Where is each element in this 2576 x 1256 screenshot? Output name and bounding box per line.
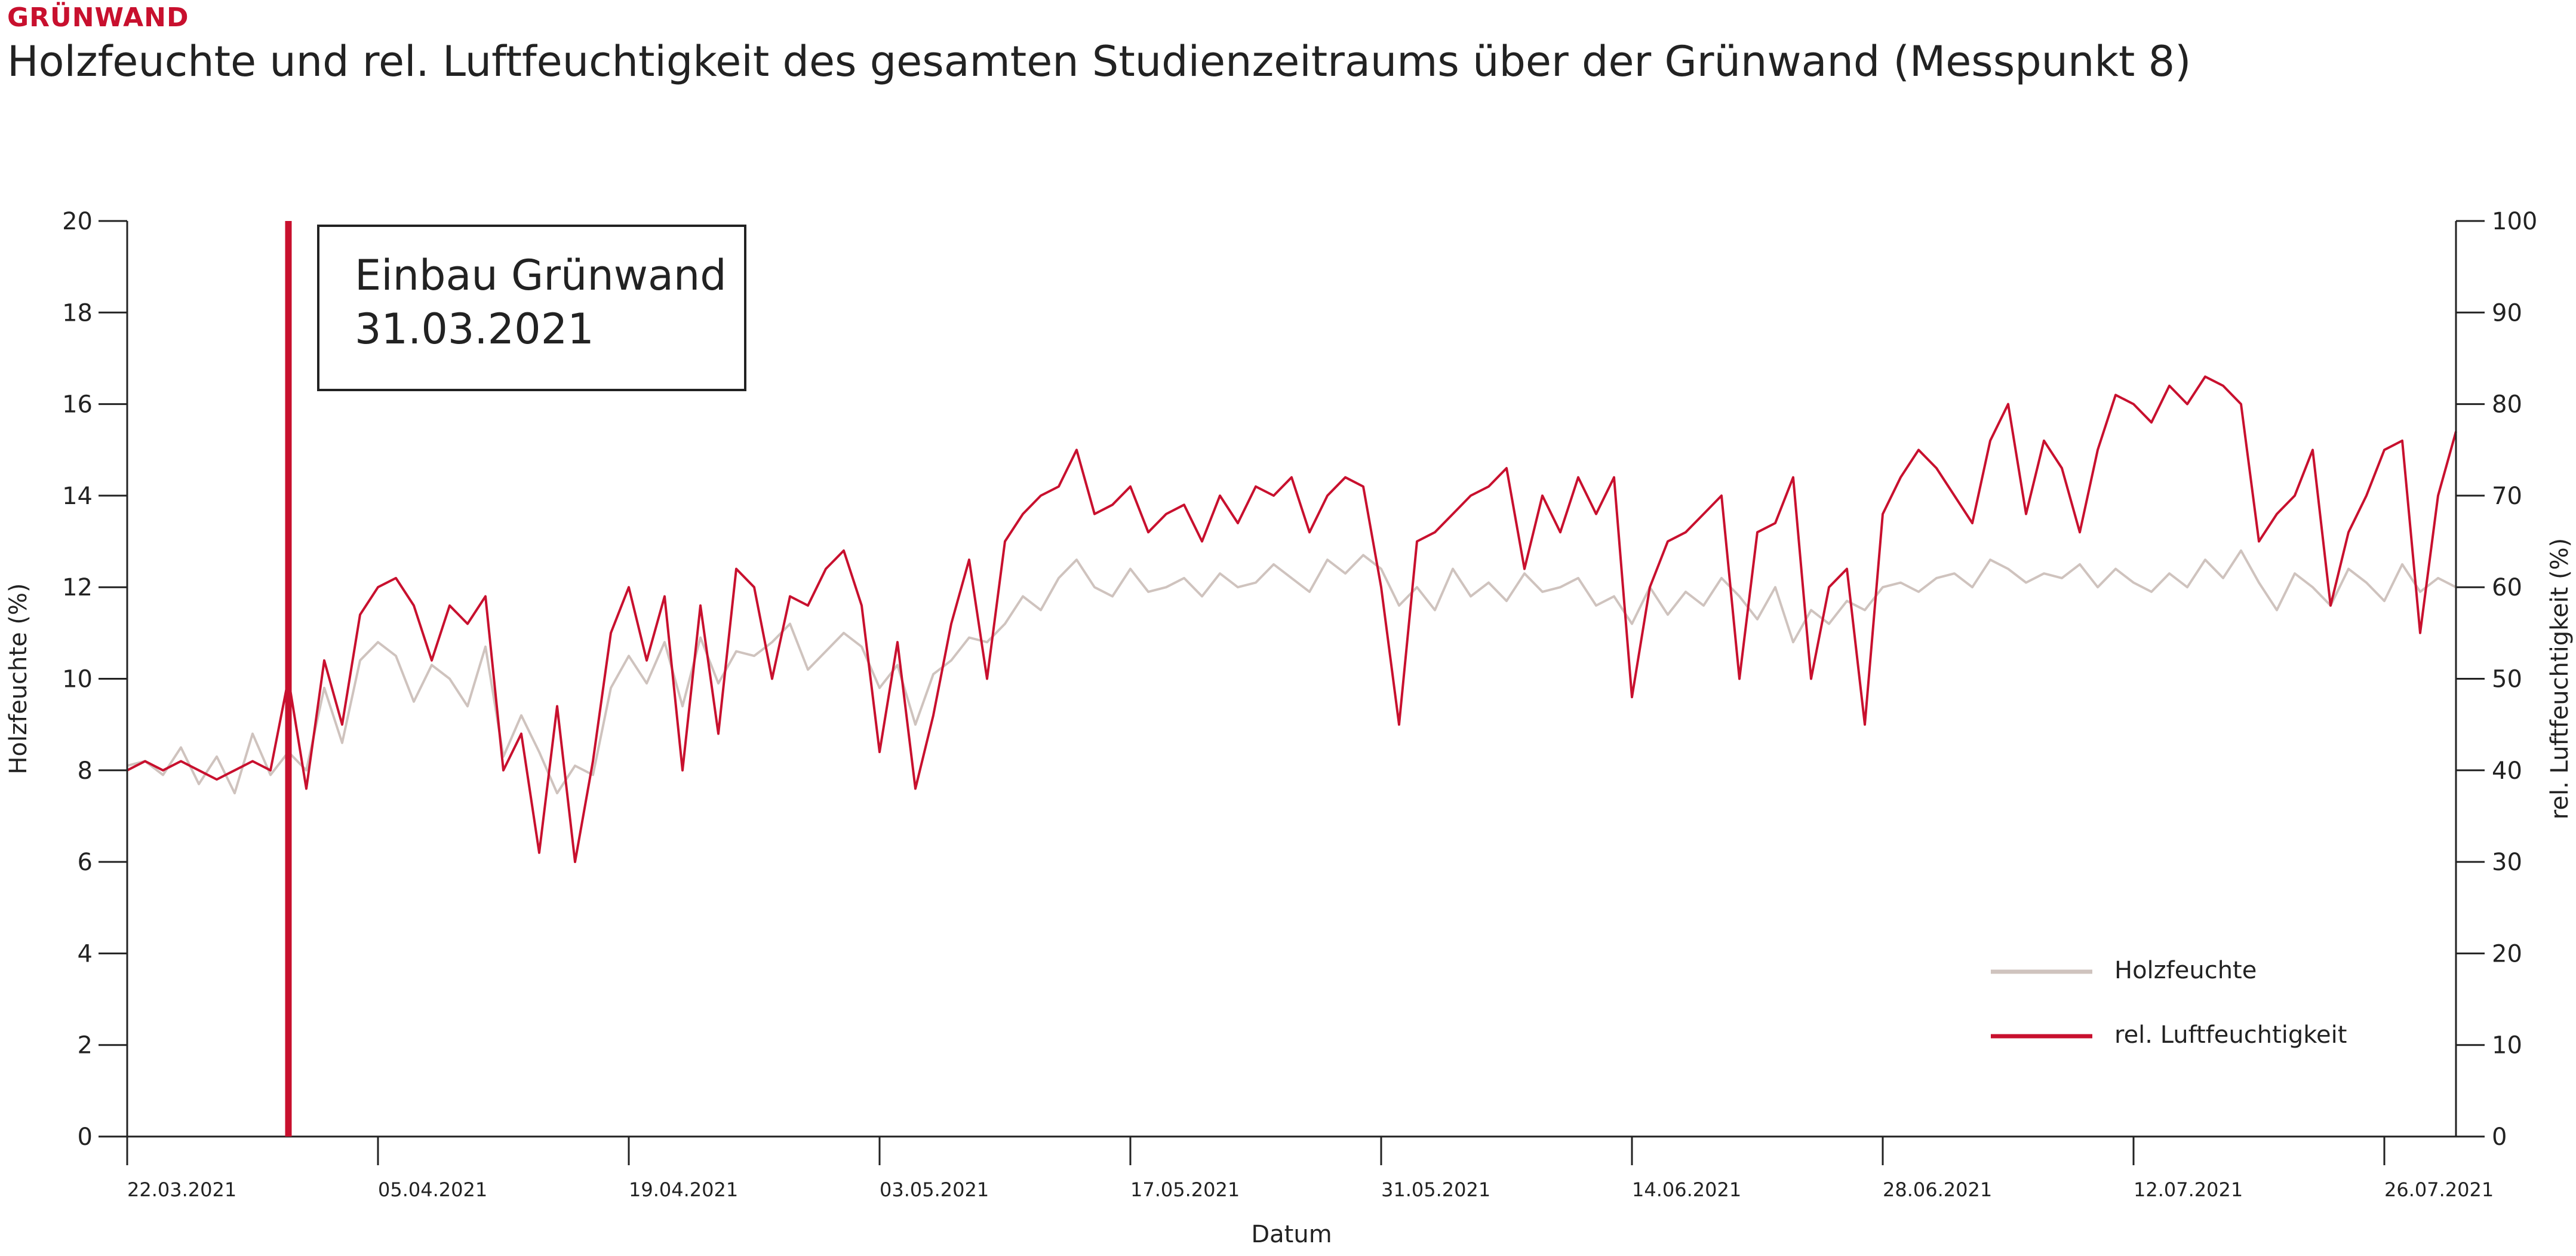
annotation-text-line1: Einbau Grünwand [355,251,727,300]
left-y-tick-label: 6 [78,849,93,876]
holzfeuchte-line-group [127,549,2457,795]
left-y-tick-label: 16 [62,391,93,419]
right-y-tick-label: 30 [2492,849,2522,876]
right-y-tick-label: 70 [2492,483,2522,510]
x-tick-label: 19.04.2021 [629,1178,738,1201]
left-y-tick-label: 0 [78,1123,93,1151]
right-y-tick-label: 50 [2492,666,2522,693]
right-y-axis-label: rel. Luftfeuchtigkeit (%) [2546,538,2574,819]
luftfeuchte-line [127,375,2457,864]
left-y-axis-label: Holzfeuchte (%) [5,583,32,774]
x-axis-label: Datum [1251,1221,1332,1248]
left-y-tick-label: 8 [78,757,93,785]
right-y-tick-label: 100 [2492,208,2537,235]
right-y-tick-label: 20 [2492,940,2522,968]
right-y-tick-label: 90 [2492,299,2522,327]
x-tick-label: 31.05.2021 [1381,1178,1490,1201]
luftfeuchte-line-group [127,375,2457,864]
right-y-tick-label: 80 [2492,391,2522,419]
annotation-group: Einbau Grünwand 31.03.2021 [285,221,746,1137]
legend-label-holzfeuchte: Holzfeuchte [2114,957,2257,984]
annotation-text-line2: 31.03.2021 [355,305,594,354]
right-y-tick-label: 0 [2492,1123,2507,1151]
left-y-tick-label: 20 [62,208,93,235]
legend: Holzfeuchte rel. Luftfeuchtigkeit [1991,957,2347,1049]
x-tick-label: 17.05.2021 [1130,1178,1240,1201]
x-tick-label: 03.05.2021 [880,1178,989,1201]
right-y-tick-label: 60 [2492,574,2522,601]
right-y-tick-label: 10 [2492,1032,2522,1060]
x-tick-label: 14.06.2021 [1632,1178,1741,1201]
x-tick-label: 12.07.2021 [2134,1178,2243,1201]
left-y-tick-label: 4 [78,940,93,968]
series-layer [127,375,2457,864]
legend-label-luftfeuchte: rel. Luftfeuchtigkeit [2114,1021,2347,1049]
left-y-tick-label: 14 [62,483,93,510]
x-tick-label: 22.03.2021 [127,1178,236,1201]
left-y-tick-label: 12 [62,574,93,601]
annotation-box [317,225,746,391]
x-tick-label: 28.06.2021 [1883,1178,1992,1201]
left-y-tick-label: 2 [78,1032,93,1060]
right-y-tick-label: 40 [2492,757,2522,785]
chart-title: Holzfeuchte und rel. Luftfeuchtigkeit de… [7,37,2191,86]
x-tick-label: 05.04.2021 [378,1178,487,1201]
ticks-layer: 0 2 4 6 8 10 12 14 16 18 20 0 10 20 30 40 50 60 70 80 90 100 2… [62,208,2537,1201]
holzfeuchte-line [127,549,2457,795]
left-y-tick-label: 10 [62,666,93,693]
section-kicker: GRÜNWAND [7,2,189,33]
x-tick-label: 26.07.2021 [2384,1178,2494,1201]
left-y-tick-label: 18 [62,299,93,327]
